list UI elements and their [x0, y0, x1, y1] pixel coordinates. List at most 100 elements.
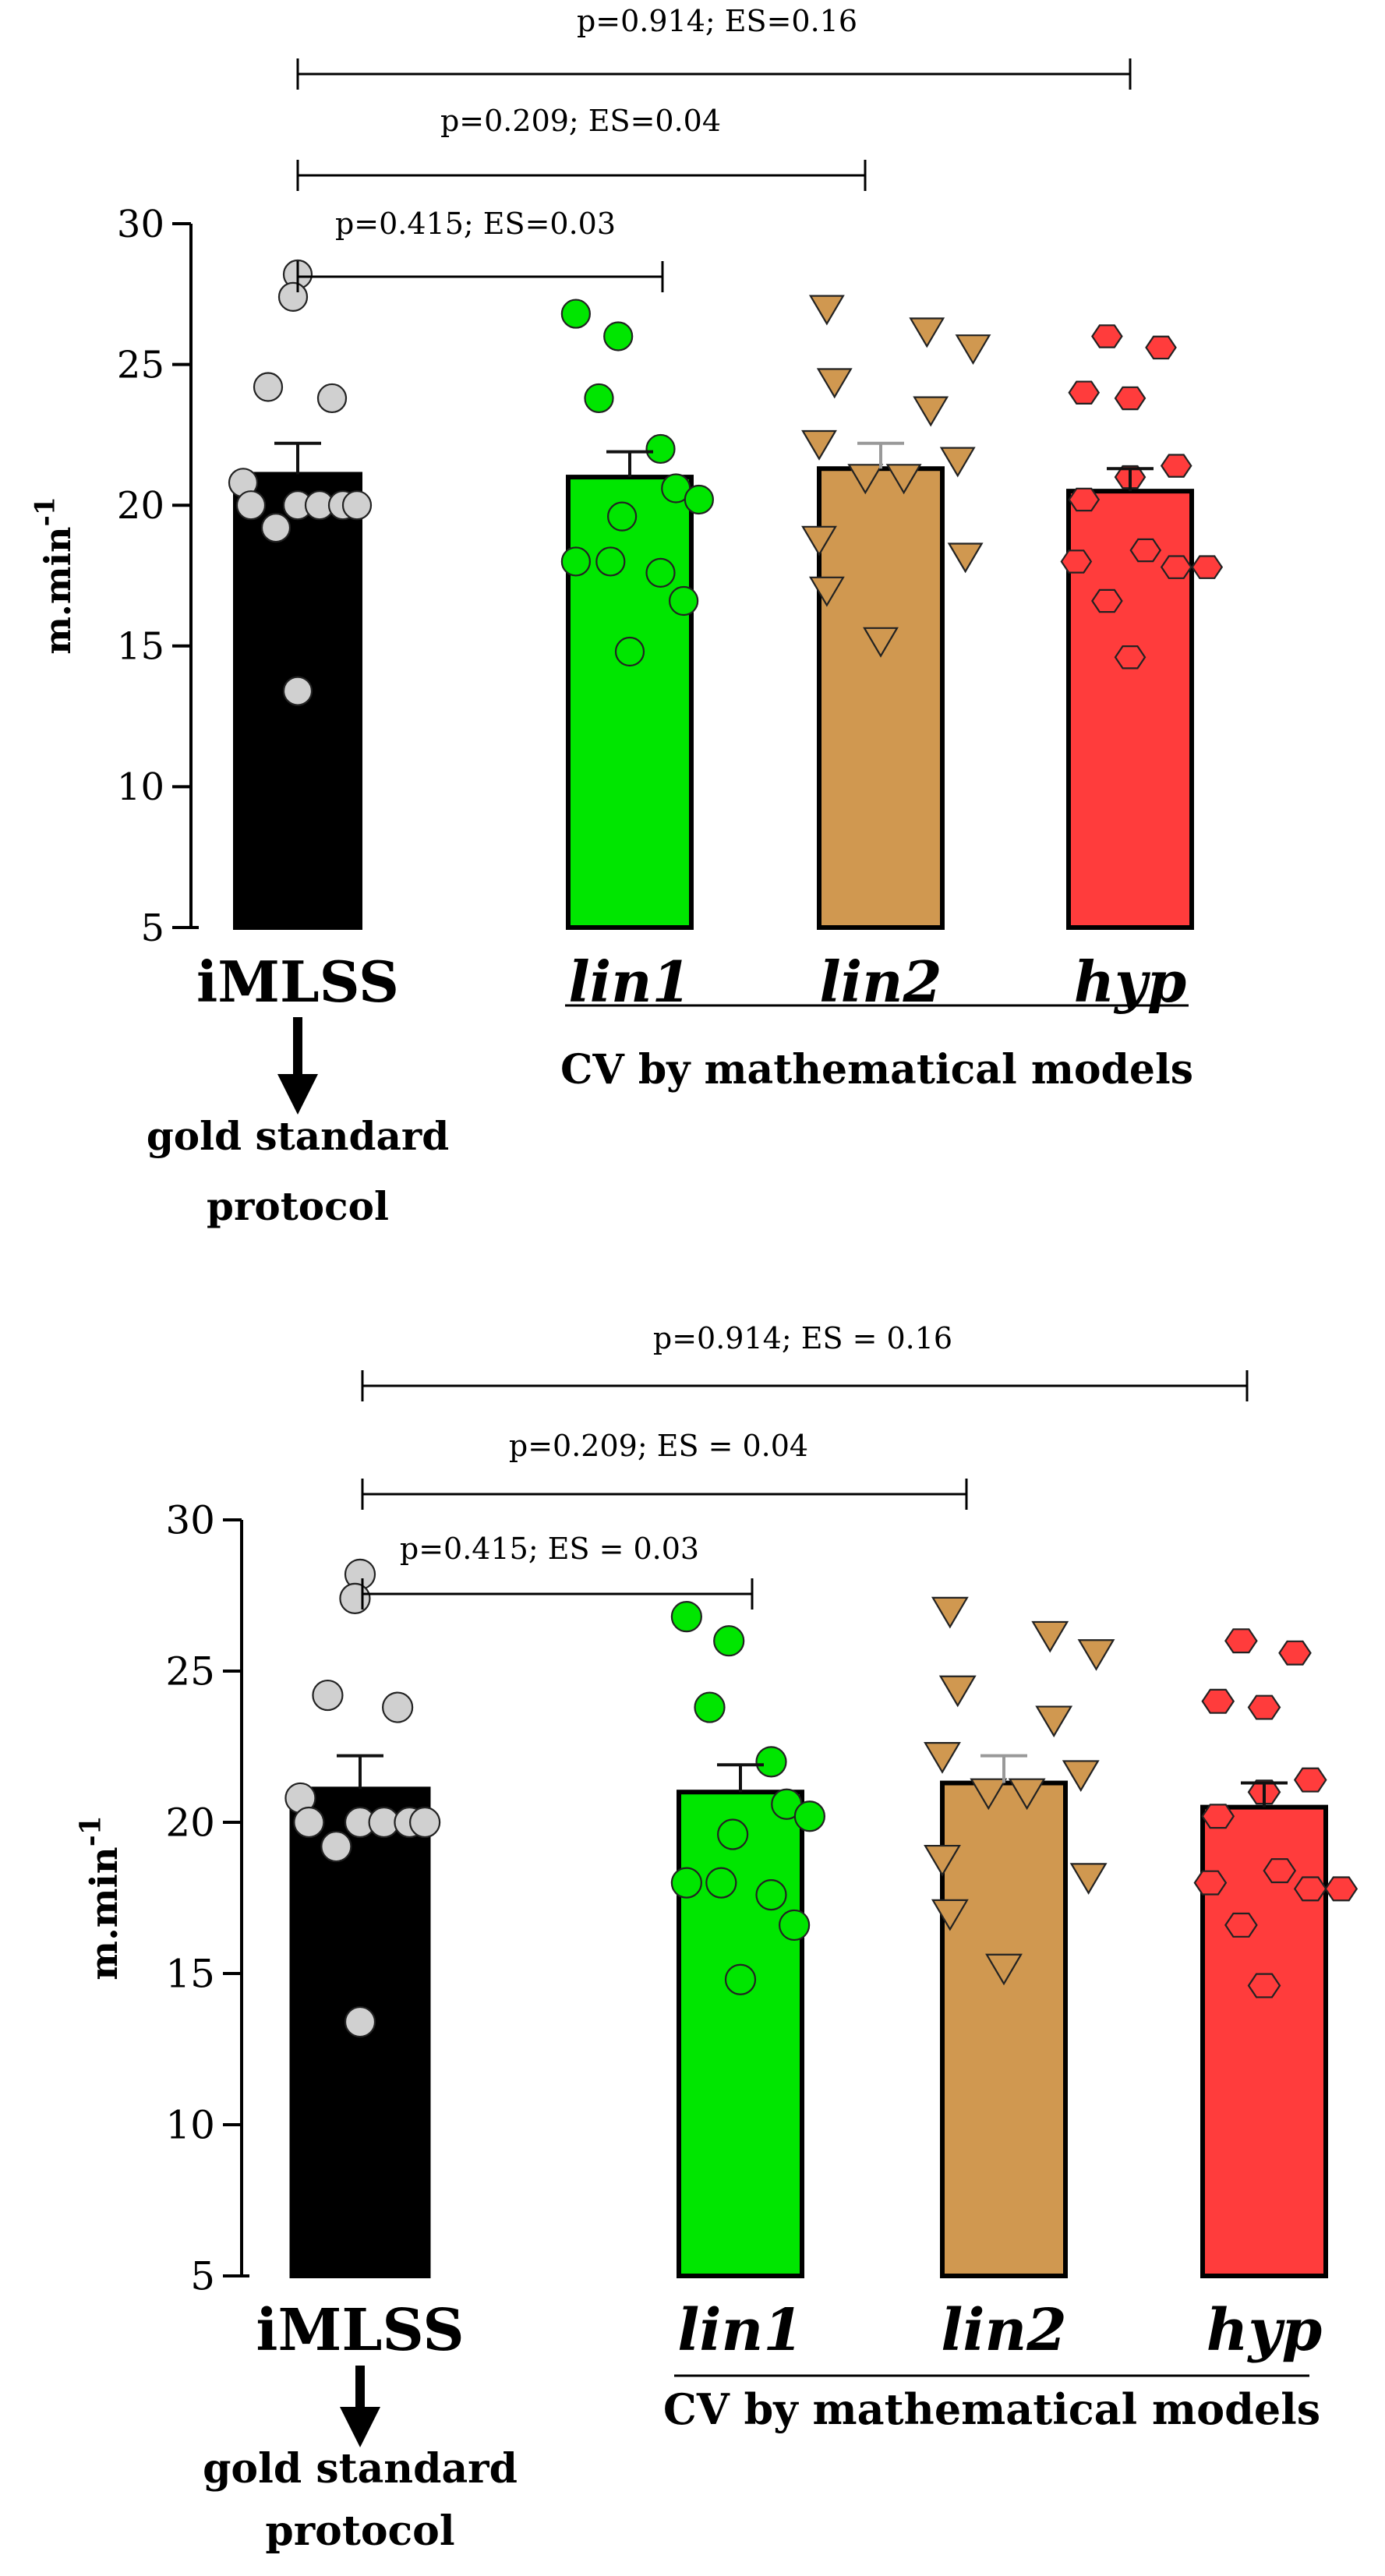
data-point-hyp [1129, 538, 1162, 563]
comparison-label: p=0.209; ES=0.04 [440, 104, 721, 138]
data-point-hyp [1191, 555, 1224, 579]
category-label-lin2: lin2 [819, 949, 942, 1015]
data-point-lin2 [1062, 1760, 1100, 1792]
data-point-imlss [382, 1691, 414, 1723]
data-point-lin1 [793, 1800, 825, 1832]
y-tick-label: 25 [117, 343, 164, 387]
data-point-imlss [320, 1830, 352, 1863]
data-point-lin1 [614, 636, 645, 667]
data-point-hyp [1293, 1767, 1327, 1793]
data-point-hyp [1247, 1694, 1281, 1720]
data-point-lin1 [705, 1867, 737, 1899]
data-point-imlss [277, 281, 309, 313]
data-point-lin2 [1008, 1778, 1046, 1811]
data-point-hyp [1263, 1858, 1297, 1884]
reference-label-line: gold standard [203, 2445, 518, 2493]
data-point-lin1 [645, 433, 676, 465]
data-point-lin2 [1077, 1639, 1115, 1671]
data-point-lin1 [595, 546, 626, 577]
category-label-imlss: iMLSS [196, 949, 399, 1015]
data-point-hyp [1193, 1870, 1228, 1896]
data-point-lin1 [603, 321, 634, 352]
comparison-label: p=0.914; ES = 0.16 [653, 1321, 952, 1355]
data-point-lin2 [970, 1778, 1008, 1811]
comparison-label: p=0.415; ES=0.03 [335, 207, 616, 241]
data-point-lin2 [913, 396, 949, 427]
reference-label-line: protocol [207, 1183, 389, 1229]
group-label: CV by mathematical models [560, 1046, 1193, 1094]
bar-lin2 [817, 466, 945, 930]
data-point-hyp [1060, 549, 1093, 574]
data-point-hyp [1247, 1973, 1281, 1998]
data-point-lin1 [724, 1963, 757, 1995]
data-point-lin1 [694, 1691, 726, 1723]
data-point-hyp [1068, 487, 1101, 512]
data-point-lin1 [670, 1601, 702, 1633]
data-point-imlss [344, 2005, 376, 2038]
data-point-lin1 [560, 546, 591, 577]
data-point-lin1 [669, 585, 699, 617]
comparison-label: p=0.415; ES = 0.03 [400, 1532, 699, 1566]
data-point-imlss [293, 1806, 325, 1839]
data-point-hyp [1201, 1688, 1235, 1714]
data-point-lin2 [931, 1596, 969, 1629]
data-point-imlss [341, 490, 373, 521]
data-point-lin2 [1069, 1863, 1108, 1895]
data-point-hyp [1114, 386, 1147, 411]
y-tick-label: 20 [117, 484, 164, 528]
data-point-hyp [1324, 1876, 1359, 1902]
data-point-lin1 [779, 1909, 811, 1942]
chart-panel-2: 5 10 15 20 25 30 m.min-1 iMLSS lin1 lin2 hyp CV by … [74, 1321, 1359, 2555]
data-point-hyp [1160, 555, 1192, 579]
y-tick-label: 10 [165, 2103, 215, 2148]
y-tick-label: 25 [165, 1649, 215, 1694]
data-point-lin2 [955, 334, 991, 366]
y-axis-label-sup: -1 [30, 496, 61, 526]
data-point-imlss [235, 490, 267, 521]
data-point-hyp [1114, 645, 1147, 670]
data-point-lin2 [808, 295, 845, 326]
y-axis-label: m.min-1 [30, 496, 79, 655]
category-label-lin2: lin2 [941, 2297, 1067, 2364]
y-axis-label-main: m.min [83, 1846, 126, 1980]
category-label-lin1: lin1 [568, 949, 691, 1015]
data-point-lin2 [847, 464, 884, 495]
data-point-imlss [339, 1582, 371, 1614]
comparison-label: p=0.914; ES=0.16 [577, 4, 857, 38]
data-point-lin2 [885, 464, 922, 495]
data-point-lin2 [947, 542, 984, 574]
data-point-hyp [1224, 1912, 1258, 1938]
data-point-lin2 [801, 429, 837, 461]
bar-lin2 [940, 1780, 1068, 2279]
data-point-hyp [1068, 380, 1101, 405]
y-tick-label: 10 [117, 765, 164, 809]
data-point-lin2 [924, 1844, 961, 1877]
bar-lin1 [566, 475, 694, 930]
y-tick-label: 30 [117, 203, 164, 246]
data-point-lin2 [801, 525, 837, 557]
data-point-imlss [409, 1806, 441, 1839]
data-point-lin1 [755, 1746, 787, 1778]
data-point-lin1 [607, 501, 638, 532]
data-point-lin2 [816, 368, 853, 399]
data-point-lin1 [645, 557, 676, 588]
data-point-imlss [260, 512, 291, 543]
data-point-imlss [282, 676, 313, 706]
y-axis-label-sup: -1 [74, 1815, 107, 1846]
bar-lin1 [677, 1790, 804, 2278]
data-point-lin1 [684, 484, 714, 515]
category-label-lin1: lin1 [677, 2297, 804, 2364]
category-label-hyp: hyp [1207, 2297, 1323, 2364]
data-point-hyp [1091, 588, 1123, 613]
data-point-hyp [1160, 454, 1192, 478]
data-point-lin2 [808, 576, 845, 607]
data-point-lin1 [584, 383, 614, 414]
group-label: CV by mathematical models [663, 2384, 1320, 2434]
down-arrow-icon [277, 1074, 318, 1115]
data-point-lin2 [931, 1899, 969, 1931]
y-axis-label: m.min-1 [74, 1815, 126, 1980]
data-point-lin2 [1035, 1705, 1073, 1738]
data-point-hyp [1201, 1804, 1235, 1829]
